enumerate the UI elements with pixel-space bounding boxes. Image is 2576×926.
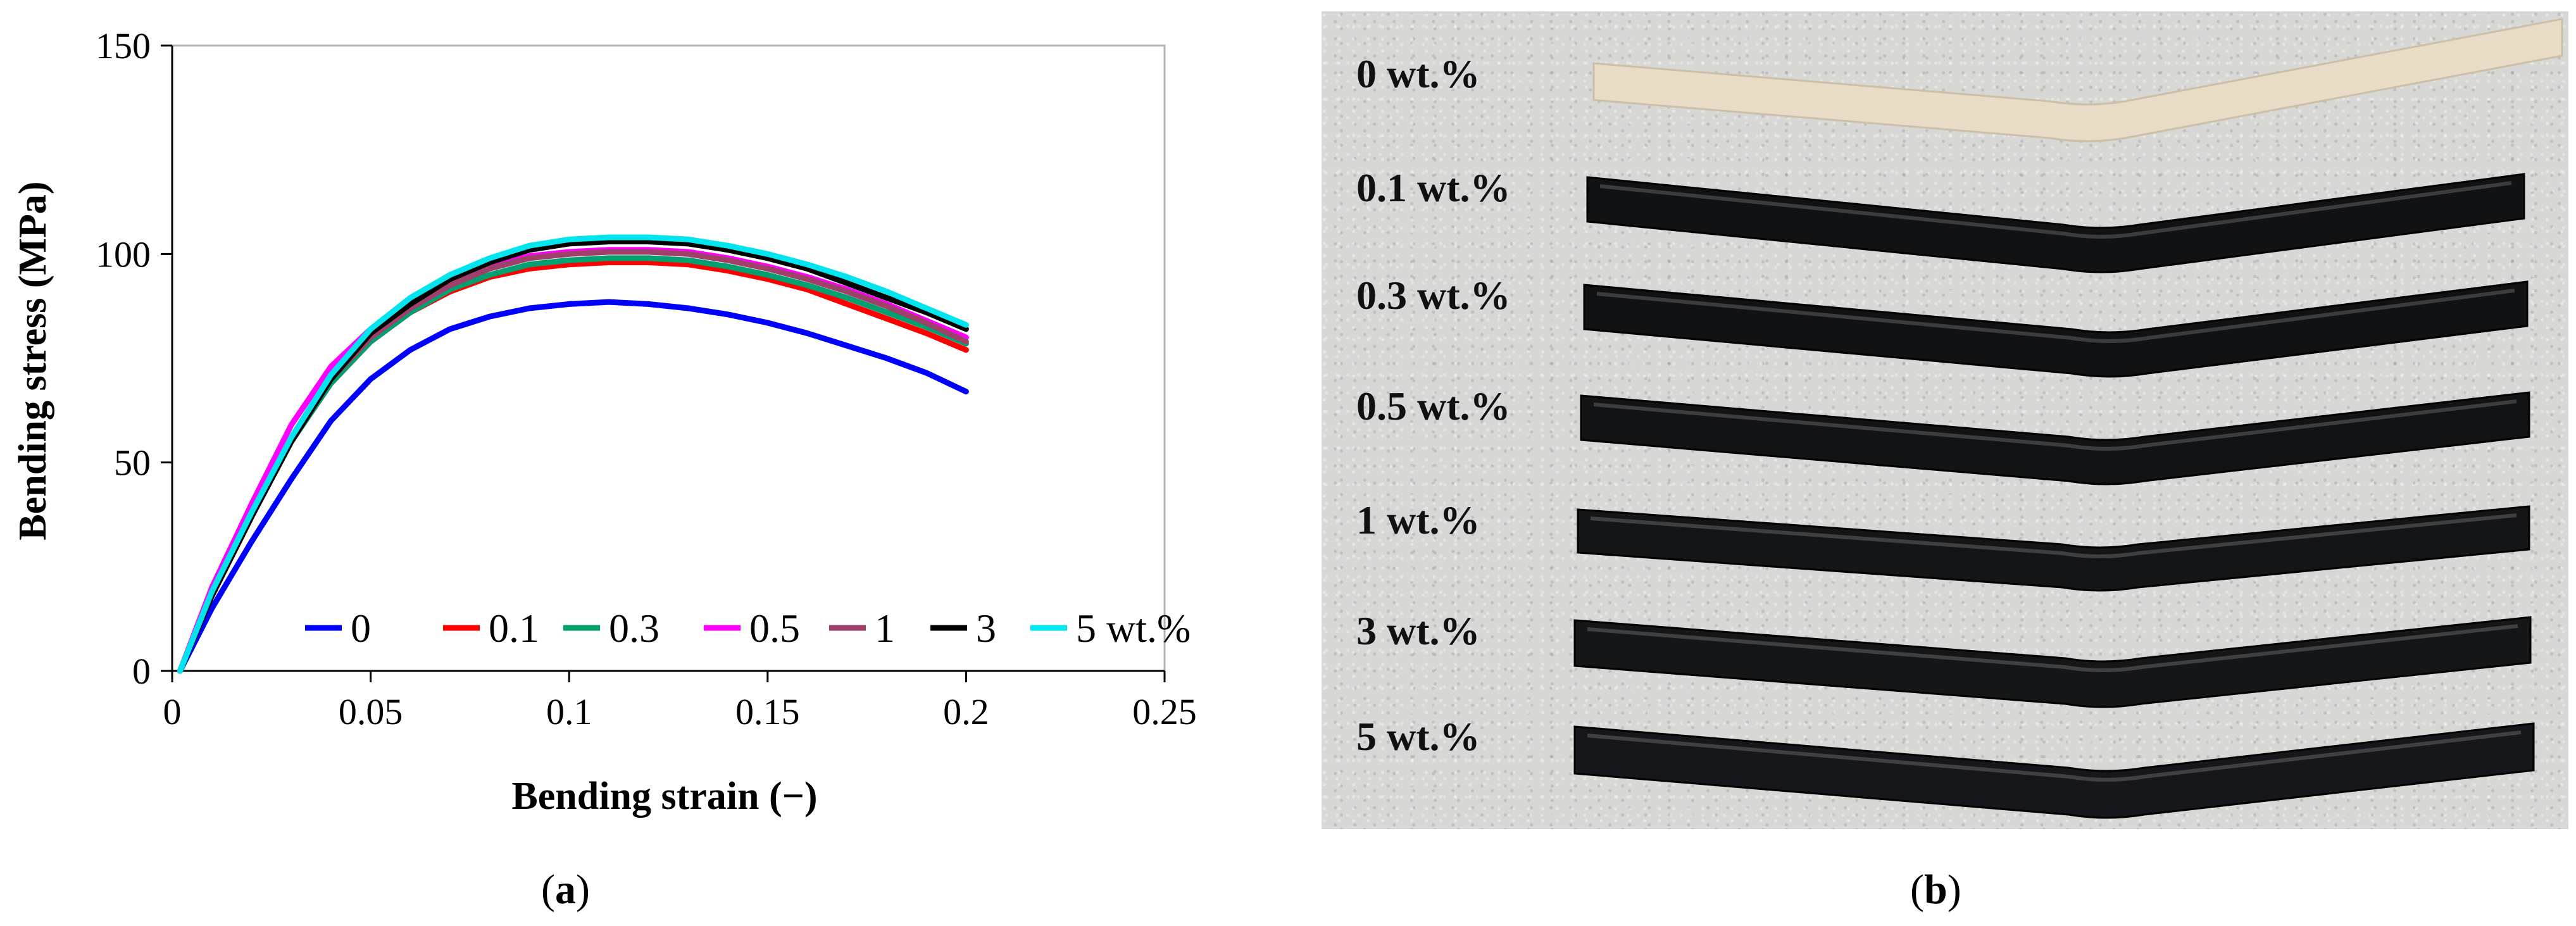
series-line-5-wt- xyxy=(177,234,969,674)
specimen-label: 0.3 wt.% xyxy=(1356,273,1511,318)
specimen-5: 3 wt.% xyxy=(1356,608,2532,708)
caption-a-letter: a xyxy=(554,867,576,913)
x-tick-label: 0.15 xyxy=(735,691,800,732)
specimen-highlight xyxy=(1599,181,2512,239)
specimen-highlight xyxy=(1596,289,2515,343)
specimen-0: 0 wt.% xyxy=(1356,18,2563,142)
plot-area xyxy=(171,44,1166,672)
specimen-photo-drawing: 0 wt.% 0.1 wt.% 0.3 wt.% 0.5 wt.% 1 wt.% 3 wt… xyxy=(1356,18,2563,819)
caption-b-letter: b xyxy=(1923,867,1948,913)
specimen-label: 5 wt.% xyxy=(1356,714,1480,759)
specimen-label: 0 wt.% xyxy=(1356,51,1480,96)
legend-label: 3 xyxy=(976,606,996,651)
specimen-3: 0.5 wt.% xyxy=(1356,384,2530,485)
specimen-highlight xyxy=(1587,624,2518,672)
x-tick-label: 0.2 xyxy=(943,691,989,732)
legend-label: 0.5 xyxy=(749,606,800,651)
series-line-1 xyxy=(177,249,969,674)
y-axis-title: Bending stress (MPa) xyxy=(11,181,54,540)
y-tick-label: 0 xyxy=(132,651,151,692)
caption-a: (a) xyxy=(541,866,590,914)
specimen-2: 0.3 wt.% xyxy=(1356,273,2529,378)
stress-strain-chart: 0 0.05 0.1 0.15 0.2 0.25 0 50 100 150 0 0.1 0.3 0.5 1… xyxy=(11,25,1197,818)
legend-label: 1 xyxy=(875,606,895,651)
specimen-highlight xyxy=(1587,730,2522,782)
specimen-1: 0.1 wt.% xyxy=(1356,165,2525,273)
x-tick-label: 0.05 xyxy=(339,691,403,732)
x-tick-label: 0 xyxy=(163,691,182,732)
specimen-highlight xyxy=(1590,513,2517,558)
specimen-4: 1 wt.% xyxy=(1356,497,2530,592)
x-tick-label: 0.25 xyxy=(1132,691,1197,732)
series-line-0 xyxy=(177,299,969,674)
x-tick-label: 0.1 xyxy=(546,691,592,732)
plot-frame xyxy=(171,44,1166,672)
specimen-label: 1 wt.% xyxy=(1356,497,1480,542)
specimen-bar xyxy=(1577,505,2530,592)
caption-a-close: ) xyxy=(575,867,590,913)
legend-label: 0.3 xyxy=(609,606,660,651)
specimen-bar xyxy=(1586,173,2525,273)
specimen-label: 0.1 wt.% xyxy=(1356,165,1511,210)
series-line-0-5 xyxy=(177,247,969,674)
caption-a-open: ( xyxy=(541,867,555,913)
specimen-photo: 0 wt.% 0.1 wt.% 0.3 wt.% 0.5 wt.% 1 wt.% 3 wt… xyxy=(1322,11,2568,829)
specimen-bar xyxy=(1573,616,2532,708)
specimen-bar xyxy=(1583,280,2529,378)
axis-ticks: 0 0.05 0.1 0.15 0.2 0.25 0 50 100 150 xyxy=(96,25,1197,732)
specimen-label: 3 wt.% xyxy=(1356,608,1480,653)
legend-label: 0.1 xyxy=(489,606,539,651)
specimen-bar xyxy=(1580,391,2530,485)
caption-b: (b) xyxy=(1910,866,1961,914)
specimen-bar xyxy=(1592,18,2563,142)
legend-label: 0 xyxy=(351,606,371,651)
y-tick-label: 100 xyxy=(96,234,151,275)
series-lines xyxy=(177,234,969,674)
specimen-label: 0.5 wt.% xyxy=(1356,384,1511,429)
legend-label: 5 wt.% xyxy=(1076,606,1191,651)
x-axis-title: Bending strain (−) xyxy=(511,775,817,818)
specimen-bar xyxy=(1573,722,2535,819)
caption-b-open: ( xyxy=(1910,867,1924,913)
legend: 0 0.1 0.3 0.5 1 3 5 wt.% xyxy=(305,606,1191,651)
specimen-highlight xyxy=(1593,399,2517,451)
y-tick-label: 150 xyxy=(96,25,151,66)
specimen-6: 5 wt.% xyxy=(1356,714,2535,819)
caption-b-close: ) xyxy=(1947,867,1961,913)
y-tick-label: 50 xyxy=(114,442,151,484)
